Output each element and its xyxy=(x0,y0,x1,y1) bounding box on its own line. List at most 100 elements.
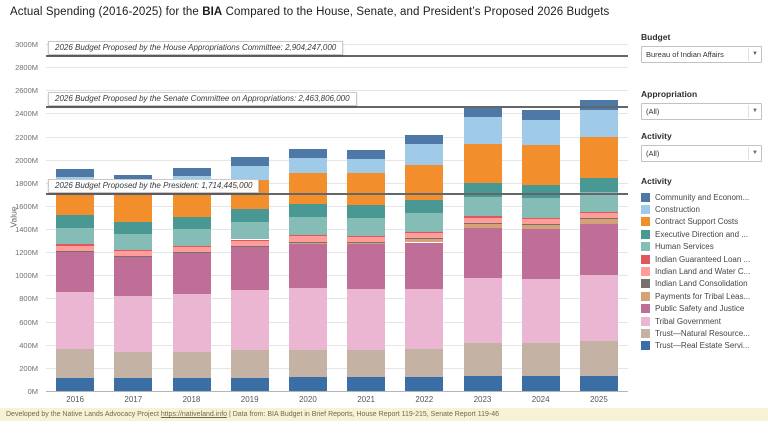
bar-segment[interactable] xyxy=(172,216,211,230)
bar-segment[interactable] xyxy=(347,173,386,206)
bar-segment[interactable] xyxy=(463,217,502,224)
bar-segment[interactable] xyxy=(56,244,95,247)
bar-segment[interactable] xyxy=(463,224,502,229)
bar-segment[interactable] xyxy=(114,255,153,257)
bar-segment[interactable] xyxy=(230,239,269,241)
bar-segment[interactable] xyxy=(56,349,95,378)
bar-segment[interactable] xyxy=(579,340,618,376)
budget-filter-dropdown[interactable]: Bureau of Indian Affairs ▼ xyxy=(641,46,762,63)
bar-segment[interactable] xyxy=(521,144,560,185)
bar-segment[interactable] xyxy=(288,235,327,237)
bar-segment[interactable] xyxy=(56,227,95,245)
bar-segment[interactable] xyxy=(463,223,502,225)
bar-segment[interactable] xyxy=(405,144,444,166)
bar-segment[interactable] xyxy=(288,243,327,288)
bar-segment[interactable] xyxy=(114,251,153,256)
bar-segment[interactable] xyxy=(347,349,386,378)
bar-segment[interactable] xyxy=(230,289,269,350)
bar-segment[interactable] xyxy=(172,378,211,391)
bar-segment[interactable] xyxy=(579,223,618,276)
bar-segment[interactable] xyxy=(288,157,327,173)
bar-segment[interactable] xyxy=(463,376,502,391)
bar-segment[interactable] xyxy=(230,247,269,290)
bar-segment[interactable] xyxy=(579,219,618,224)
bar-segment[interactable] xyxy=(405,231,444,234)
bar-segment[interactable] xyxy=(347,243,386,244)
legend-item[interactable]: Executive Direction and ... xyxy=(641,228,762,240)
bar-segment[interactable] xyxy=(172,247,211,252)
bar-segment[interactable] xyxy=(114,233,153,250)
bar-segment[interactable] xyxy=(521,343,560,377)
bar-segment[interactable] xyxy=(463,117,502,145)
bar-segment[interactable] xyxy=(463,216,502,218)
legend-item[interactable]: Trust—Real Estate Servi... xyxy=(641,340,762,352)
bar-segment[interactable] xyxy=(347,235,386,238)
bar-segment[interactable] xyxy=(347,377,386,391)
bar-segment[interactable] xyxy=(56,377,95,391)
legend-item[interactable]: Payments for Tribal Leas... xyxy=(641,290,762,302)
bar-segment[interactable] xyxy=(521,218,560,225)
bar-segment[interactable] xyxy=(579,218,618,220)
bar-segment[interactable] xyxy=(579,110,618,137)
bar-segment[interactable] xyxy=(288,287,327,350)
bar-segment[interactable] xyxy=(230,246,269,247)
bar-segment[interactable] xyxy=(114,256,153,297)
legend-item[interactable]: Indian Land and Water C... xyxy=(641,265,762,277)
bar-segment[interactable] xyxy=(347,150,386,159)
bar-segment[interactable] xyxy=(56,246,95,252)
bar-segment[interactable] xyxy=(405,377,444,391)
bar-segment[interactable] xyxy=(288,349,327,378)
bar-segment[interactable] xyxy=(405,199,444,214)
bar-segment[interactable] xyxy=(288,241,327,243)
bar-segment[interactable] xyxy=(230,377,269,391)
bar-segment[interactable] xyxy=(56,169,95,178)
legend-item[interactable]: Trust—Natural Resource... xyxy=(641,327,762,339)
bar-segment[interactable] xyxy=(288,204,327,218)
bar-segment[interactable] xyxy=(56,252,95,293)
bar-segment[interactable] xyxy=(463,228,502,278)
bar-segment[interactable] xyxy=(230,166,269,180)
bar-segment[interactable] xyxy=(521,198,560,218)
bar-segment[interactable] xyxy=(230,240,269,247)
bar-segment[interactable] xyxy=(347,217,386,236)
bar-segment[interactable] xyxy=(347,288,386,350)
bar-segment[interactable] xyxy=(347,237,386,243)
bar-segment[interactable] xyxy=(114,351,153,379)
bar-segment[interactable] xyxy=(288,217,327,236)
bar-segment[interactable] xyxy=(521,119,560,145)
bar-segment[interactable] xyxy=(230,209,269,223)
bar-segment[interactable] xyxy=(172,245,211,248)
bar-segment[interactable] xyxy=(172,351,211,379)
bar-segment[interactable] xyxy=(521,225,560,230)
bar-segment[interactable] xyxy=(405,348,444,378)
bar-segment[interactable] xyxy=(347,158,386,174)
bar-segment[interactable] xyxy=(56,214,95,228)
bar-segment[interactable] xyxy=(521,217,560,219)
legend-item[interactable]: Public Safety and Justice xyxy=(641,303,762,315)
legend-item[interactable]: Indian Land Consolidation xyxy=(641,278,762,290)
bar-segment[interactable] xyxy=(172,251,211,253)
bar-segment[interactable] xyxy=(347,242,386,244)
bar-segment[interactable] xyxy=(347,205,386,218)
bar-segment[interactable] xyxy=(521,224,560,226)
bar-segment[interactable] xyxy=(463,107,502,118)
bar-segment[interactable] xyxy=(521,376,560,391)
bar-segment[interactable] xyxy=(56,292,95,350)
bar-segment[interactable] xyxy=(288,149,327,158)
bar-segment[interactable] xyxy=(172,167,211,176)
bar-segment[interactable] xyxy=(288,172,327,205)
bar-segment[interactable] xyxy=(114,378,153,391)
bar-segment[interactable] xyxy=(405,288,444,349)
bar-segment[interactable] xyxy=(405,135,444,145)
bar-segment[interactable] xyxy=(114,194,153,222)
footer-link[interactable]: https://nativeland.info xyxy=(160,411,228,418)
bar-segment[interactable] xyxy=(405,242,444,289)
bar-segment[interactable] xyxy=(288,377,327,391)
bar-segment[interactable] xyxy=(114,249,153,252)
bar-segment[interactable] xyxy=(521,109,560,120)
bar-segment[interactable] xyxy=(172,252,211,294)
bar-segment[interactable] xyxy=(463,183,502,198)
bar-segment[interactable] xyxy=(521,184,560,199)
bar-segment[interactable] xyxy=(579,136,618,178)
bar-segment[interactable] xyxy=(288,242,327,244)
